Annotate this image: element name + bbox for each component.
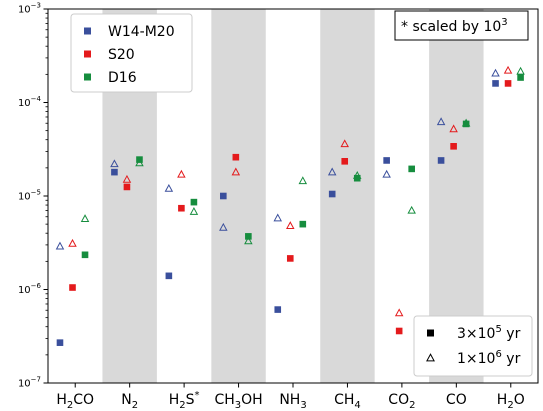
triangle-point — [273, 213, 283, 222]
square-point — [190, 198, 198, 206]
triangle-point — [68, 238, 77, 247]
square-point — [450, 143, 457, 150]
square-point — [232, 153, 240, 161]
triangle-point — [286, 221, 295, 230]
triangle-point — [516, 66, 525, 75]
x-tick-label: CH4 — [334, 392, 361, 411]
square-point — [69, 284, 76, 291]
legend-swatch — [84, 27, 91, 35]
square-point — [341, 158, 349, 165]
x-tick-label: H2O — [497, 392, 525, 411]
y-tick-label: 10−6 — [18, 282, 42, 296]
scale-note-exp: 3 — [501, 17, 507, 28]
y-tick-label: 10−5 — [18, 189, 41, 203]
marker-legend-label: 3×105 yr — [457, 324, 521, 342]
triangle-point — [177, 169, 186, 178]
scale-note-box — [394, 10, 529, 41]
legend-triangle-marker — [426, 353, 435, 362]
square-point — [81, 251, 89, 259]
square-point — [111, 168, 118, 176]
square-point — [245, 233, 252, 240]
triangle-point — [219, 222, 228, 231]
triangle-point — [503, 65, 513, 74]
legend-swatch — [84, 50, 91, 58]
square-point — [408, 165, 415, 173]
y-tick-label: 10−4 — [18, 95, 42, 109]
x-tick-label: CO — [446, 392, 467, 408]
square-point — [504, 80, 512, 87]
marker-legend-box — [413, 315, 533, 377]
series-legend: W14-M20 S20 D16 — [70, 13, 193, 93]
scale-note-text: * scaled by 103 — [401, 17, 508, 35]
square-point — [517, 74, 524, 81]
shaded-band — [320, 9, 375, 383]
square-point — [286, 255, 294, 262]
square-point — [274, 306, 282, 313]
triangle-point — [55, 241, 65, 250]
x-tick-label: CH3OH — [214, 392, 262, 411]
x-tick-label: CO2 — [388, 392, 415, 411]
legend-swatch — [84, 73, 91, 81]
triangle-point — [164, 183, 174, 192]
square-point — [328, 190, 336, 198]
triangle-point — [327, 167, 337, 176]
shaded-band — [211, 9, 266, 383]
legend-label: S20 — [108, 47, 135, 63]
triangle-point — [110, 159, 119, 168]
marker-legend: 3×105 yr 1×106 yr — [413, 315, 533, 377]
series-legend-box — [70, 13, 193, 93]
triangle-point — [231, 167, 241, 176]
marker-legend-label: 1×106 yr — [457, 349, 521, 367]
square-point — [165, 272, 173, 280]
legend-square-marker — [427, 329, 434, 337]
square-point — [437, 157, 445, 164]
triangle-point — [436, 117, 446, 126]
y-tick-label: 10−7 — [18, 376, 41, 390]
square-point — [353, 174, 361, 182]
x-tick-label: N2 — [121, 392, 138, 411]
triangle-point — [407, 205, 416, 214]
square-point — [178, 204, 185, 212]
y-axis: 10−7 10−6 10−5 10−4 10−3 — [18, 2, 48, 390]
triangle-point — [189, 207, 199, 215]
x-axis: H2CO N2 H2S* CH3OH NH3 CH4 CO2 CO H2O — [56, 383, 525, 411]
triangle-point — [449, 124, 458, 133]
x-tick-label: NH3 — [279, 392, 306, 411]
x-tick-label: H2CO — [56, 392, 94, 411]
triangle-point — [340, 139, 349, 148]
plot-frame — [47, 8, 539, 384]
triangle-point — [382, 169, 391, 178]
square-point — [395, 327, 403, 335]
triangle-point — [298, 176, 308, 185]
square-point — [136, 156, 143, 163]
square-point — [56, 339, 64, 346]
square-point — [492, 80, 499, 87]
triangle-point — [122, 174, 132, 183]
triangle-point — [80, 214, 90, 223]
triangle-point — [244, 236, 253, 245]
square-point — [383, 157, 390, 164]
x-tick-label: H2S* — [169, 390, 200, 411]
scale-note: * scaled by 103 — [394, 10, 529, 41]
y-tick-label: 10−3 — [18, 2, 41, 16]
triangle-point — [394, 308, 404, 317]
legend-label: W14-M20 — [108, 24, 175, 40]
square-point — [123, 183, 131, 191]
square-point — [220, 192, 227, 200]
square-point — [299, 220, 307, 228]
square-point — [462, 120, 470, 128]
scale-note-prefix: * scaled by 10 — [401, 19, 501, 35]
triangle-point — [491, 68, 500, 77]
legend-label: D16 — [108, 70, 137, 86]
data-points — [55, 65, 525, 346]
